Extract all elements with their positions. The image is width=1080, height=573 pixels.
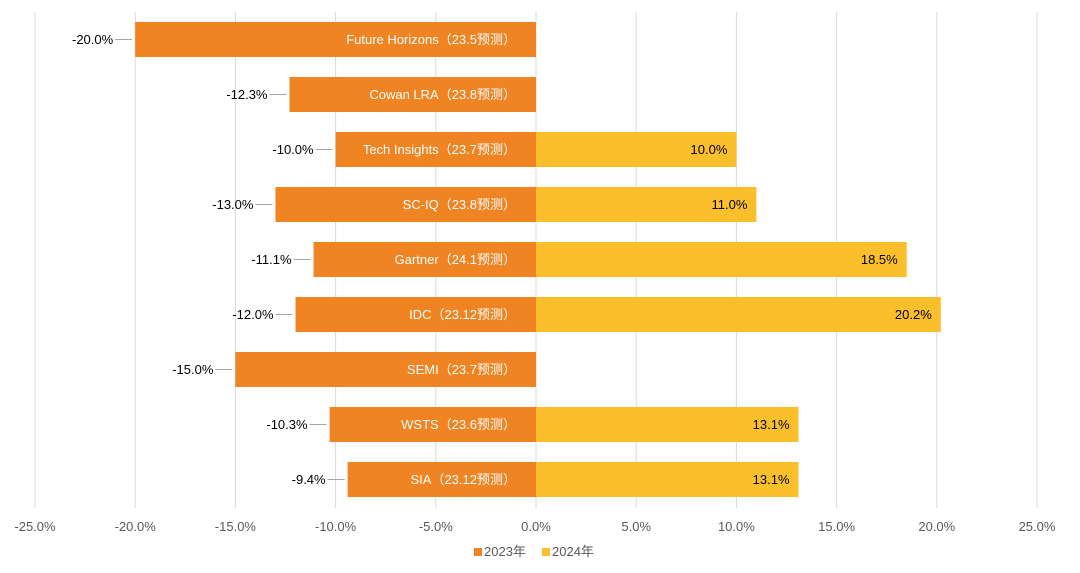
category-label: Tech Insights（23.7预测） <box>363 142 516 157</box>
bar-2024 <box>536 187 757 222</box>
legend: 2023年 2024年 <box>474 544 594 559</box>
category-label: Gartner（24.1预测） <box>395 252 516 267</box>
legend-entry: 2024年 <box>552 544 594 559</box>
category-label: IDC（23.12预测） <box>409 307 516 322</box>
x-tick-label: 10.0% <box>718 519 755 534</box>
data-label-2024: 13.1% <box>753 472 790 487</box>
data-label-2023: -10.0% <box>272 142 314 157</box>
legend-entry: 2023年 <box>484 544 526 559</box>
x-tick-label: 5.0% <box>621 519 651 534</box>
x-tick-label: -15.0% <box>215 519 257 534</box>
data-label-2024: 18.5% <box>861 252 898 267</box>
x-tick-label: -20.0% <box>115 519 157 534</box>
x-tick-label: 20.0% <box>918 519 955 534</box>
x-axis-ticks: -25.0% -20.0% -15.0% -10.0% -5.0% 0.0% 5.0% 10.… <box>14 519 1055 534</box>
x-tick-label: 15.0% <box>818 519 855 534</box>
data-label-2023: -11.1% <box>251 252 292 267</box>
bar-2024 <box>536 407 799 442</box>
bar-2023 <box>289 77 536 112</box>
bar-2024 <box>536 242 907 277</box>
category-label: SEMI（23.7预测） <box>407 362 516 377</box>
data-label-2023: -13.0% <box>212 197 254 212</box>
bar-2024 <box>536 132 737 167</box>
bar-2024 <box>536 462 799 497</box>
bar-2023 <box>313 242 536 277</box>
legend-swatch <box>542 548 550 556</box>
bar-2023 <box>275 187 536 222</box>
data-label-2024: 11.0% <box>712 197 748 212</box>
bar-2023 <box>295 297 536 332</box>
data-label-2024: 10.0% <box>691 142 728 157</box>
x-tick-label: 0.0% <box>521 519 551 534</box>
category-label: Cowan LRA（23.8预测） <box>369 87 516 102</box>
bar-2023 <box>135 22 536 57</box>
category-label: Future Horizons（23.5预测） <box>346 32 516 47</box>
bar-2024 <box>536 297 941 332</box>
bar-2023 <box>329 407 536 442</box>
bar-2023 <box>347 462 536 497</box>
data-label-2024: 20.2% <box>895 307 932 322</box>
category-label: WSTS（23.6预测） <box>401 417 516 432</box>
data-label-2024: 13.1% <box>753 417 790 432</box>
bars <box>135 22 941 497</box>
x-tick-label: -10.0% <box>315 519 357 534</box>
data-label-2023: -9.4% <box>292 472 326 487</box>
category-label: SIA（23.12预测） <box>411 472 517 487</box>
category-label: SC-IQ（23.8预测） <box>403 197 516 212</box>
data-label-2023: -12.3% <box>226 87 268 102</box>
x-tick-label: -25.0% <box>14 519 56 534</box>
data-label-2023: -20.0% <box>72 32 114 47</box>
x-tick-label: -5.0% <box>419 519 453 534</box>
data-label-2023: -15.0% <box>172 362 214 377</box>
data-labels: -20.0% Future Horizons（23.5预测） -12.3% Cowan… <box>72 32 932 487</box>
bar-2023 <box>235 352 536 387</box>
legend-swatch <box>474 548 482 556</box>
data-label-2023: -10.3% <box>266 417 308 432</box>
x-tick-label: 25.0% <box>1019 519 1056 534</box>
data-label-2023: -12.0% <box>232 307 274 322</box>
bar-2023 <box>335 132 536 167</box>
